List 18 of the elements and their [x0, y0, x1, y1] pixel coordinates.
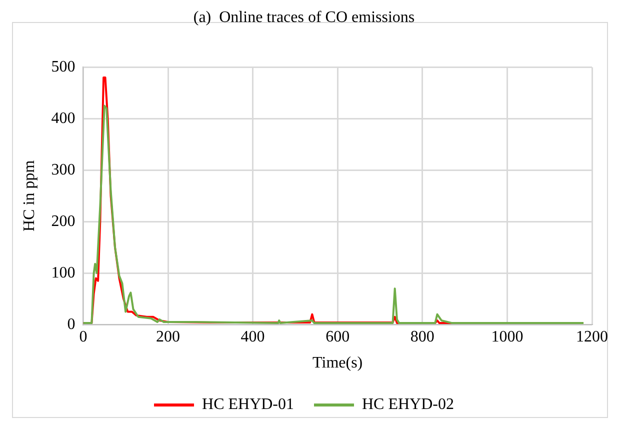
x-tick-label: 0 [79, 328, 88, 346]
legend-label: HC EHYD-01 [202, 396, 294, 414]
y-tick-label: 400 [51, 110, 76, 127]
x-tick-label: 400 [240, 328, 265, 346]
x-tick-label: 600 [326, 328, 350, 346]
x-tick-label: 1000 [491, 328, 524, 346]
y-tick-label: 500 [51, 58, 76, 76]
x-axis-title: Time(s) [312, 354, 363, 372]
y-tick-label: 200 [51, 212, 76, 230]
chart-title: (a) Online traces of CO emissions [193, 8, 415, 26]
y-tick-label: 100 [51, 264, 76, 282]
legend-label: HC EHYD-02 [362, 396, 454, 414]
y-tick-label: 300 [51, 161, 76, 178]
x-tick-label: 800 [410, 328, 434, 346]
y-axis-title: HC in ppm [20, 160, 38, 232]
x-tick-label: 200 [156, 328, 180, 346]
y-tick-label: 0 [67, 316, 76, 333]
x-tick-label: 1200 [576, 328, 608, 346]
